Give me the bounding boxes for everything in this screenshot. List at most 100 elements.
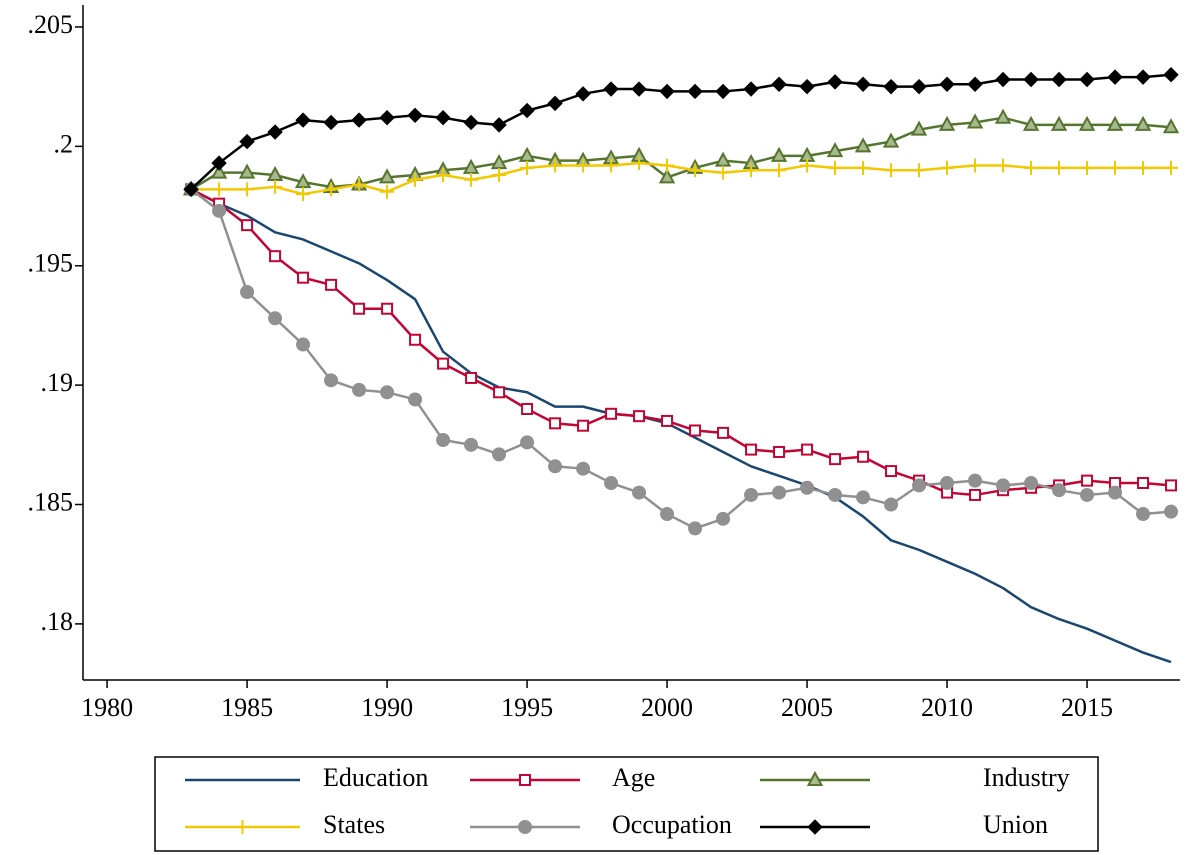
legend-marker	[519, 774, 531, 786]
data-point	[324, 373, 339, 388]
data-point	[604, 476, 619, 491]
data-point	[745, 443, 758, 456]
x-tick-label: 2000	[641, 693, 693, 722]
data-point	[1165, 479, 1178, 492]
x-tick-label: 1990	[361, 693, 413, 722]
data-point	[658, 168, 676, 184]
data-point	[828, 160, 843, 175]
data-point	[772, 163, 787, 178]
data-point	[241, 219, 254, 232]
data-point	[1108, 485, 1123, 500]
data-point	[857, 450, 870, 463]
data-point	[855, 76, 871, 92]
data-point	[689, 424, 702, 437]
data-point	[212, 203, 227, 218]
data-point	[800, 480, 815, 495]
y-tick-label: .18	[41, 607, 74, 636]
data-point	[773, 445, 786, 458]
data-point	[1024, 476, 1039, 491]
data-point	[632, 485, 647, 500]
data-point	[770, 146, 788, 162]
data-point	[576, 158, 591, 173]
data-point	[1107, 69, 1123, 85]
legend-marker	[235, 820, 250, 834]
data-point	[744, 487, 759, 502]
x-tick-label: 2010	[921, 693, 973, 722]
data-point	[938, 115, 956, 131]
data-point	[1136, 160, 1151, 175]
data-point	[239, 133, 255, 150]
x-tick-label: 2015	[1061, 693, 1113, 722]
data-point	[882, 132, 900, 148]
data-point	[743, 81, 759, 97]
data-point	[492, 447, 507, 462]
data-point	[968, 473, 983, 488]
data-point	[183, 181, 199, 198]
data-point	[238, 163, 256, 179]
data-point	[856, 490, 871, 505]
legend-box	[154, 756, 1099, 852]
data-point	[1162, 118, 1180, 134]
data-point	[996, 478, 1011, 493]
y-tick-label: .185	[28, 487, 74, 516]
data-point	[1081, 474, 1094, 487]
data-point	[1164, 504, 1179, 519]
data-point	[940, 476, 955, 491]
data-point	[632, 156, 647, 171]
y-tick-label: .2	[54, 129, 74, 158]
data-point	[940, 160, 955, 175]
data-point	[717, 426, 730, 439]
legend-marker	[518, 820, 532, 834]
data-point	[519, 102, 535, 119]
x-tick-label: 1995	[501, 693, 553, 722]
data-point	[854, 137, 872, 153]
data-point	[996, 158, 1011, 173]
data-point	[549, 417, 562, 430]
data-point	[829, 453, 842, 466]
data-point	[493, 386, 506, 399]
legend-label: Industry	[983, 763, 1070, 792]
legend-label: Union	[983, 810, 1048, 839]
data-point	[297, 271, 310, 284]
data-point	[521, 402, 534, 415]
data-point	[437, 357, 450, 370]
data-point	[826, 142, 844, 158]
data-point	[211, 155, 227, 171]
data-point	[520, 160, 535, 175]
data-point	[1052, 483, 1067, 498]
data-point	[966, 113, 984, 129]
data-point	[967, 76, 983, 92]
data-point	[1023, 71, 1039, 88]
data-point	[351, 112, 367, 128]
data-point	[325, 278, 338, 291]
data-point	[240, 285, 255, 300]
data-point	[1135, 69, 1151, 85]
data-point	[1050, 115, 1068, 131]
legend-label: Education	[323, 763, 428, 792]
data-point	[631, 81, 647, 97]
y-tick-label: .205	[28, 10, 74, 39]
data-point	[884, 163, 899, 178]
data-point	[378, 168, 396, 184]
data-point	[295, 112, 311, 128]
data-point	[995, 71, 1011, 88]
data-point	[463, 114, 479, 131]
data-point	[911, 78, 927, 95]
data-point	[547, 95, 563, 112]
data-point	[659, 83, 675, 100]
data-point	[381, 302, 394, 315]
data-point	[240, 182, 255, 197]
data-point	[465, 371, 478, 384]
data-point	[604, 158, 619, 173]
data-point	[212, 182, 227, 197]
data-point	[464, 437, 479, 452]
data-point	[1080, 487, 1095, 502]
data-point	[801, 443, 814, 456]
data-point	[1051, 71, 1067, 88]
data-point	[827, 74, 843, 90]
data-point	[380, 385, 395, 400]
data-point	[603, 81, 619, 97]
data-point	[688, 521, 703, 536]
data-point	[660, 507, 675, 522]
data-point	[1108, 160, 1123, 175]
